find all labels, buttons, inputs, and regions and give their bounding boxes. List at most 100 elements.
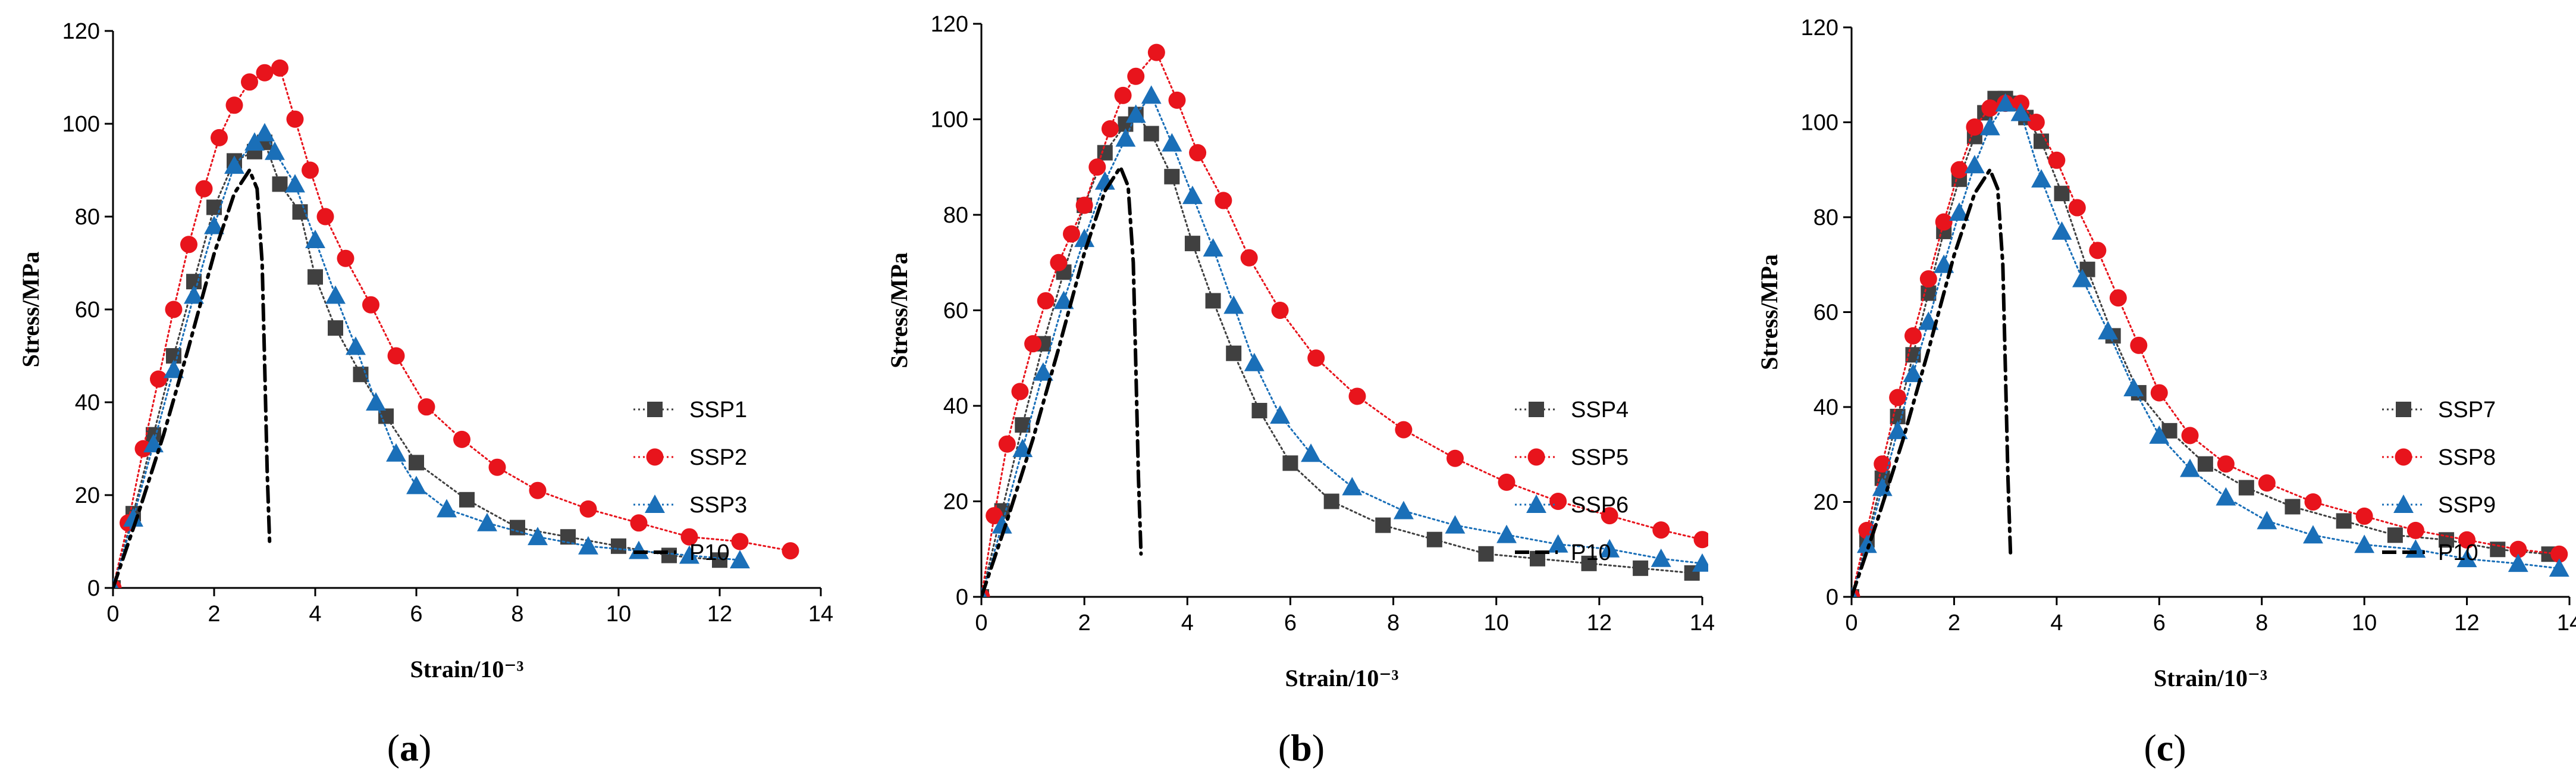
data-point-SSP5: [1446, 449, 1464, 467]
x-tick-label: 4: [2050, 611, 2063, 636]
x-tick-label: 0: [975, 611, 987, 636]
data-point-SSP7: [2197, 456, 2213, 472]
panel-label-letter: a: [400, 727, 419, 769]
x-tick-label: 10: [2352, 611, 2377, 636]
data-point-SSP4: [1143, 126, 1159, 142]
data-point-SSP3: [244, 132, 265, 151]
data-point-SSP8: [2150, 384, 2168, 402]
data-point-SSP4: [1581, 555, 1597, 571]
y-tick-label: 40: [943, 394, 968, 419]
data-point-SSP9: [2216, 487, 2236, 506]
data-point-SSP8: [1874, 455, 1891, 473]
data-point-SSP5: [1652, 521, 1670, 539]
data-point-SSP6: [1223, 295, 1244, 314]
panel-label-open: (: [2144, 727, 2156, 769]
series-line-P10: [981, 163, 1143, 597]
series-SSP9: [1852, 93, 2569, 597]
data-point-SSP3: [528, 527, 548, 546]
data-point-SSP6: [1125, 104, 1146, 123]
data-point-SSP5: [1601, 507, 1618, 525]
data-point-SSP4: [1097, 145, 1113, 161]
data-point-SSP8: [1981, 99, 1999, 117]
data-point-SSP5: [1050, 254, 1068, 271]
x-tick-label: 6: [1284, 611, 1297, 636]
y-tick-label: 120: [931, 12, 968, 37]
x-tick-label: 14: [808, 602, 833, 627]
series-line-SSP3: [113, 132, 741, 588]
data-point-SSP2: [488, 458, 506, 476]
data-point-SSP6: [1115, 128, 1136, 147]
data-point-SSP8: [2089, 242, 2107, 259]
data-point-SSP3: [386, 443, 406, 462]
panel-label: (b): [1278, 727, 1325, 769]
legend-marker-SSP2: [646, 448, 664, 466]
data-point-SSP2: [630, 514, 648, 532]
legend-label-SSP2: SSP2: [689, 445, 747, 470]
data-point-SSP5: [1168, 91, 1186, 109]
data-point-SSP2: [286, 110, 304, 128]
data-point-SSP8: [2027, 114, 2045, 131]
x-tick-label: 8: [1387, 611, 1400, 636]
data-point-SSP9: [2257, 511, 2277, 530]
legend-label-SSP8: SSP8: [2438, 445, 2496, 470]
legend-label-P10: P10: [689, 540, 730, 565]
plot-area: [1852, 90, 2569, 597]
data-point-SSP5: [1011, 383, 1029, 400]
data-point-SSP5: [1189, 144, 1207, 162]
panel-label-close: ): [2173, 727, 2186, 769]
y-tick-label: 60: [943, 299, 968, 324]
data-point-SSP3: [366, 392, 386, 411]
data-point-SSP8: [1950, 161, 1968, 179]
data-point-SSP3: [730, 550, 750, 569]
x-axis-title: Strain/10⁻³: [2154, 665, 2267, 691]
data-point-SSP5: [1101, 120, 1119, 138]
data-point-SSP4: [1478, 546, 1494, 562]
y-tick-label: 120: [62, 19, 100, 44]
data-point-SSP7: [2490, 542, 2506, 558]
data-point-SSP2: [316, 208, 334, 226]
data-point-SSP2: [225, 96, 243, 114]
data-point-SSP8: [2509, 540, 2527, 558]
x-tick-label: 0: [106, 602, 119, 627]
series-P10: [113, 166, 272, 588]
legend: SSP7 SSP8 SSP9 P10: [2382, 398, 2496, 565]
legend-marker-SSP5: [1527, 448, 1545, 466]
data-point-SSP9: [2031, 169, 2051, 188]
y-tick-label: 100: [931, 108, 968, 133]
data-point-SSP9: [1949, 202, 1969, 221]
series-line-P10: [113, 166, 272, 588]
legend-label-SSP4: SSP4: [1571, 398, 1629, 423]
x-tick-label: 4: [309, 602, 321, 627]
series-P10: [1852, 165, 2013, 597]
data-point-SSP5: [1024, 335, 1042, 353]
series-SSP2: [113, 59, 799, 588]
data-point-SSP3: [629, 540, 649, 559]
chart-panel-b: 0 20 40 60 80 100 120 0 2 4 6 8 10 12 14 Strain/10⁻³ Str…: [886, 12, 1715, 769]
y-tick-label: 80: [1813, 205, 1838, 230]
x-axis-title: Strain/10⁻³: [1285, 665, 1399, 691]
data-point-SSP2: [362, 296, 379, 314]
x-axis-title: Strain/10⁻³: [410, 656, 524, 683]
legend: SSP1 SSP2 SSP3 P10: [633, 398, 747, 565]
legend-marker-SSP3: [645, 495, 665, 513]
series-line-SSP5: [981, 51, 1703, 597]
data-point-SSP6: [1141, 85, 1162, 104]
y-tick-label: 20: [943, 490, 968, 515]
data-point-SSP5: [1088, 158, 1106, 176]
data-point-SSP5: [1037, 292, 1055, 309]
data-point-SSP2: [529, 481, 547, 499]
data-point-SSP8: [2109, 289, 2127, 307]
x-tick-label: 2: [1948, 611, 1960, 636]
data-point-SSP6: [1270, 405, 1291, 424]
data-point-SSP8: [2355, 507, 2373, 525]
data-point-SSP5: [1307, 349, 1325, 367]
data-point-SSP2: [241, 73, 258, 91]
data-point-SSP5: [998, 435, 1016, 453]
x-tick-label: 6: [410, 602, 422, 627]
data-point-SSP8: [2130, 336, 2148, 354]
data-point-SSP2: [134, 440, 152, 458]
y-tick-label: 20: [75, 483, 100, 508]
panel-label-letter: c: [2157, 727, 2173, 769]
